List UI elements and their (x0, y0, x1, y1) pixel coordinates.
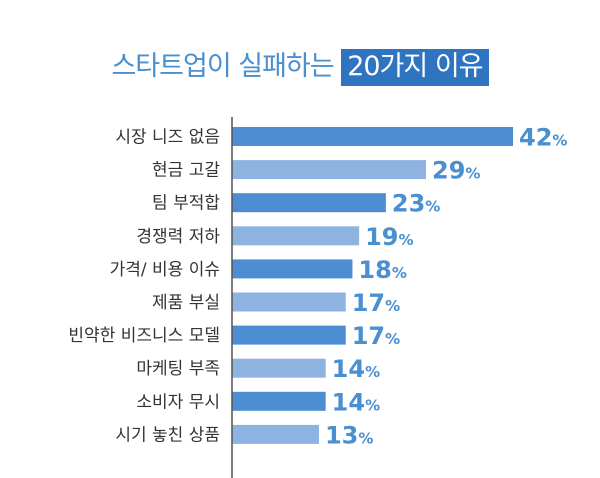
bar-8 (232, 358, 326, 378)
value-unit: % (392, 264, 407, 282)
category-label-6: 제품 부실 (152, 293, 220, 313)
bar-4 (232, 226, 360, 246)
bar-9 (232, 391, 326, 411)
category-label-5: 가격/ 비용 이슈 (110, 260, 220, 280)
bar-5 (232, 259, 353, 279)
title-plain: 스타트업이 실패하는 (111, 51, 342, 82)
value-label-5: 18% (358, 256, 406, 284)
value-label-10: 13% (325, 421, 373, 449)
category-label-4: 경쟁력 저하 (136, 227, 220, 247)
value-unit: % (465, 165, 480, 183)
value-label-2: 29% (432, 157, 480, 185)
value-label-7: 17% (352, 322, 400, 350)
category-label-7: 빈약한 비즈니스 모델 (68, 326, 220, 346)
category-label-10: 시기 놓친 상품 (115, 425, 220, 445)
value-label-4: 19% (365, 223, 413, 251)
category-label-3: 팀 부적합 (152, 194, 220, 214)
category-label-8: 마케팅 부족 (136, 359, 220, 379)
value-unit: % (365, 396, 380, 414)
value-label-6: 17% (352, 289, 400, 317)
value-unit: % (358, 429, 373, 447)
value-label-9: 14% (332, 388, 380, 416)
value-label-1: 42% (519, 124, 567, 152)
chart-title: 스타트업이 실패하는 20가지 이유 (0, 44, 600, 86)
bar-7 (232, 325, 346, 345)
value-unit: % (385, 330, 400, 348)
bar-1 (232, 127, 513, 146)
bar-3 (232, 193, 386, 213)
bar-6 (232, 292, 346, 312)
category-label-1: 시장 니즈 없음 (115, 128, 220, 148)
value-label-8: 14% (332, 355, 380, 383)
value-unit: % (385, 297, 400, 315)
value-unit: % (552, 132, 567, 150)
bar-2 (232, 160, 427, 180)
value-label-3: 23% (392, 190, 440, 218)
bar-10 (232, 424, 319, 444)
value-unit: % (365, 363, 380, 381)
value-unit: % (399, 231, 414, 249)
category-label-9: 소비자 무시 (136, 392, 220, 412)
value-unit: % (425, 198, 440, 216)
category-label-2: 현금 고갈 (152, 161, 220, 181)
title-highlight: 20가지 이유 (341, 49, 489, 86)
